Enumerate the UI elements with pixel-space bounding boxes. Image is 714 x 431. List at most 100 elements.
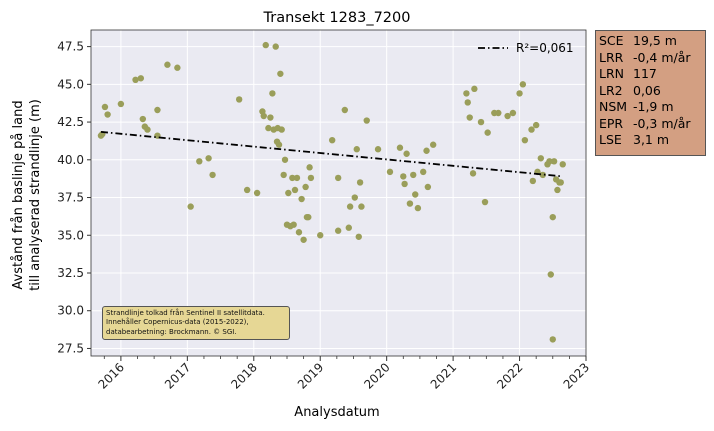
stat-key: NSM: [599, 99, 628, 114]
stat-row-nsm: NSM -1,9 m: [599, 99, 702, 116]
data-point: [537, 155, 545, 162]
data-point: [196, 158, 203, 165]
data-point: [187, 203, 194, 210]
data-point: [260, 112, 267, 120]
stat-value: 19,5 m: [633, 33, 677, 48]
stat-value: 0,06: [633, 82, 661, 98]
stat-value: -0,4 m/år: [633, 49, 691, 65]
data-point: [464, 99, 471, 106]
data-point: [504, 112, 511, 120]
data-point: [154, 106, 161, 114]
data-point: [205, 155, 212, 162]
credit-line: Strandlinje tolkad från Sentinel II sate…: [106, 309, 265, 317]
data-point: [278, 126, 285, 133]
y-axis-label-line-1: Avstånd från baslinje på land: [11, 100, 26, 289]
statistics-box: SCE 19,5 m LRR -0,4 m/år LRN 117 LR2 0,0…: [595, 30, 706, 156]
stat-value: -0,3 m/år: [633, 115, 691, 131]
data-point: [277, 70, 284, 77]
data-point: [549, 213, 556, 221]
data-point: [557, 179, 564, 186]
data-point: [477, 118, 485, 126]
data-point: [267, 114, 274, 121]
data-point: [406, 200, 414, 207]
stat-row-epr: EPR -0,3 m/år: [599, 116, 702, 133]
y-tick-label: 47.5: [57, 40, 84, 54]
plot-frame: [90, 29, 587, 357]
data-point: [302, 183, 309, 191]
stat-key: LR2: [599, 82, 623, 98]
data-point: [356, 179, 364, 186]
y-tick-label: 27.5: [57, 341, 84, 355]
data-point: [139, 115, 147, 123]
data-credit-box: Strandlinje tolkad från Sentinel II sate…: [102, 306, 290, 340]
data-point: [346, 203, 354, 210]
data-points: [97, 41, 566, 343]
y-tick-label: 42.5: [57, 115, 84, 129]
stat-value: 117: [633, 66, 657, 81]
data-point: [554, 186, 561, 194]
data-point: [410, 171, 417, 179]
data-point: [429, 141, 437, 148]
y-axis-label-line-2: till analyserad strandlinje (m): [28, 99, 43, 291]
legend: R²=0,061: [478, 41, 574, 55]
data-point: [317, 232, 324, 239]
y-tick-label: 37.5: [57, 191, 84, 205]
data-point: [355, 233, 362, 240]
data-point: [243, 186, 251, 194]
stat-row-lse: LSE 3,1 m: [599, 132, 702, 149]
data-point: [400, 173, 407, 180]
y-tick-label: 35.0: [57, 228, 84, 242]
stat-row-sce: SCE 19,5 m: [599, 33, 702, 50]
data-point: [293, 174, 301, 182]
data-point: [269, 90, 276, 97]
stat-row-lrn: LRN 117: [599, 66, 702, 83]
data-point: [351, 194, 358, 201]
data-point: [532, 121, 540, 129]
grid-lines: [91, 30, 587, 356]
data-point: [363, 117, 370, 124]
data-point: [101, 103, 109, 111]
stat-key: EPR: [599, 115, 624, 131]
data-point: [528, 126, 535, 133]
stat-value: -1,9 m: [633, 99, 674, 114]
data-point: [463, 90, 470, 97]
data-point: [306, 164, 313, 171]
data-point: [374, 146, 382, 153]
data-point: [547, 271, 554, 278]
data-point: [495, 109, 502, 117]
data-point: [466, 114, 473, 121]
x-tick-label: 2021: [428, 360, 459, 391]
x-tick-label: 2017: [162, 360, 193, 391]
stat-key: LRN: [599, 66, 624, 81]
data-point: [546, 158, 553, 165]
x-tick-label: 2023: [561, 360, 592, 391]
data-point: [423, 147, 430, 154]
data-point: [401, 180, 408, 188]
data-point: [334, 174, 342, 182]
x-tick-label: 2018: [228, 360, 259, 391]
data-point: [291, 186, 299, 194]
data-point: [132, 76, 139, 84]
data-point: [529, 177, 537, 185]
data-point: [295, 229, 303, 236]
data-point: [280, 171, 287, 179]
x-tick-label: 2020: [361, 360, 392, 391]
data-point: [469, 170, 477, 177]
x-tick-label: 2016: [96, 360, 127, 391]
data-point: [484, 129, 491, 136]
data-point: [353, 146, 360, 153]
data-point: [164, 61, 171, 68]
credit-line: Innehåller Copernicus-data (2015-2022),: [106, 318, 249, 327]
data-point: [550, 158, 558, 165]
legend-label: R²=0,061: [516, 41, 574, 55]
data-point: [386, 168, 394, 176]
x-axis-label: Analysdatum: [294, 405, 379, 420]
stat-row-lrr: LRR -0,4 m/år: [599, 50, 702, 67]
data-point: [559, 161, 566, 168]
data-point: [281, 156, 289, 163]
data-point: [117, 100, 125, 108]
chart-title: Transekt 1283_7200: [263, 10, 411, 26]
stat-value: 3,1 m: [633, 132, 670, 147]
stat-row-lr2: LR2 0,06: [599, 83, 702, 100]
stat-key: SCE: [599, 33, 624, 48]
